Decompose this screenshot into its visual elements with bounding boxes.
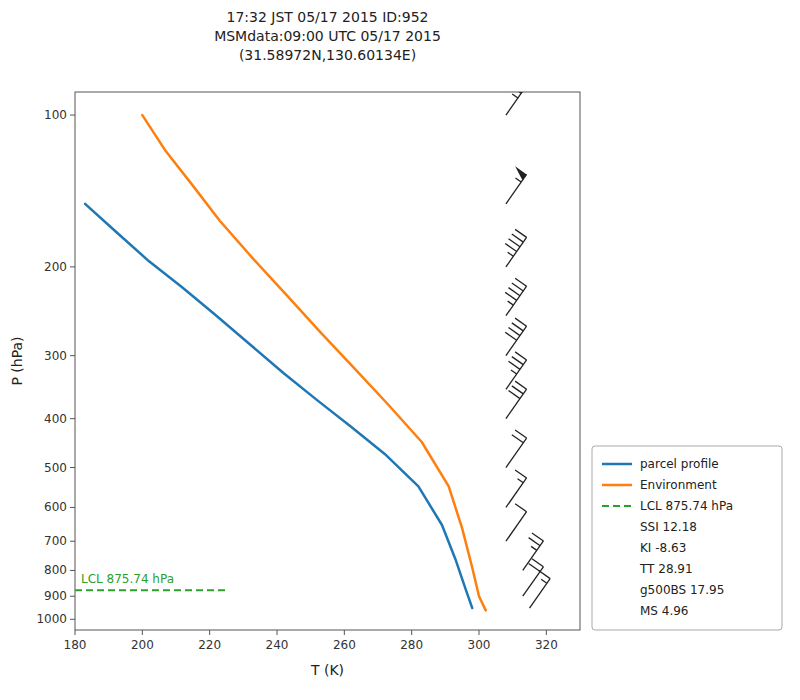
y-tick-label: 600 [44, 500, 67, 514]
legend-handle [602, 484, 632, 487]
x-tick-label: 200 [131, 638, 154, 652]
y-tick-label: 300 [44, 349, 67, 363]
legend-handle [602, 463, 632, 466]
y-tick-label: 200 [44, 260, 67, 274]
legend-stat: g500BS 17.95 [640, 583, 724, 597]
wind-barb [523, 559, 544, 597]
x-axis-label: T (K) [310, 662, 344, 678]
y-tick [70, 507, 75, 508]
legend-stat: TT 28.91 [639, 562, 693, 576]
y-tick [70, 619, 75, 620]
wind-barb [506, 92, 527, 115]
x-tick-label: 180 [64, 638, 87, 652]
y-tick-label: 100 [44, 108, 67, 122]
wind-barb [530, 571, 551, 609]
y-tick [70, 418, 75, 419]
axes: 180 200 220 240 260 280 300 320 100 200 300 400 500 6… [36, 108, 557, 652]
y-tick [70, 467, 75, 468]
legend: parcel profile Environment LCL 875.74 hPa S… [592, 446, 782, 630]
y-tick [70, 596, 75, 597]
legend-handle [602, 505, 632, 507]
x-tick [75, 630, 76, 635]
wind-barb [506, 352, 527, 390]
plot-frame [75, 92, 580, 630]
y-tick [70, 541, 75, 542]
x-tick [546, 630, 547, 635]
x-tick [277, 630, 278, 635]
wind-barb [506, 166, 527, 204]
x-tick [479, 630, 480, 635]
wind-barb [523, 533, 544, 571]
title: 17:32 JST 05/17 2015 ID:952MSMdata:09:00… [214, 9, 441, 63]
plot-area [75, 92, 550, 610]
wind-barb [506, 470, 527, 508]
y-tick-label: 400 [44, 412, 67, 426]
chart: 180 200 220 240 260 280 300 320 100 200 300 400 500 6… [0, 0, 800, 700]
wind-barb [505, 229, 526, 267]
x-tick-label: 300 [468, 638, 491, 652]
annotation: LCL 875.74 hPa [81, 572, 174, 586]
series-line [142, 115, 485, 610]
y-tick-label: 800 [44, 563, 67, 577]
wind-barb [505, 278, 526, 316]
legend-box [592, 446, 782, 630]
wind-barbs [505, 92, 550, 608]
legend-stat: MS 4.96 [640, 604, 689, 618]
y-tick-label: 1000 [36, 612, 67, 626]
y-tick-label: 700 [44, 534, 67, 548]
x-tick-label: 320 [535, 638, 558, 652]
x-tick [344, 630, 345, 635]
x-tick-label: 260 [333, 638, 356, 652]
legend-stat: KI -8.63 [640, 541, 686, 555]
y-axis-label: P (hPa) [9, 336, 25, 385]
legend-label: Environment [640, 478, 717, 492]
y-tick [70, 115, 75, 116]
wind-barb [506, 430, 527, 468]
y-tick [70, 355, 75, 356]
x-tick [142, 630, 143, 635]
wind-barb [505, 318, 526, 356]
x-tick-label: 240 [266, 638, 289, 652]
y-tick-label: 500 [44, 461, 67, 475]
y-tick [70, 266, 75, 267]
wind-barb [506, 381, 527, 419]
y-tick [70, 570, 75, 571]
legend-label: LCL 875.74 hPa [640, 499, 733, 513]
series-line [85, 204, 472, 608]
legend-stat: SSI 12.18 [640, 520, 697, 534]
x-tick-label: 220 [198, 638, 221, 652]
series-line [75, 589, 227, 591]
wind-barb [506, 504, 527, 542]
x-tick [209, 630, 210, 635]
y-tick-label: 900 [44, 589, 67, 603]
legend-label: parcel profile [640, 457, 719, 471]
x-tick-label: 280 [400, 638, 423, 652]
x-tick [411, 630, 412, 635]
